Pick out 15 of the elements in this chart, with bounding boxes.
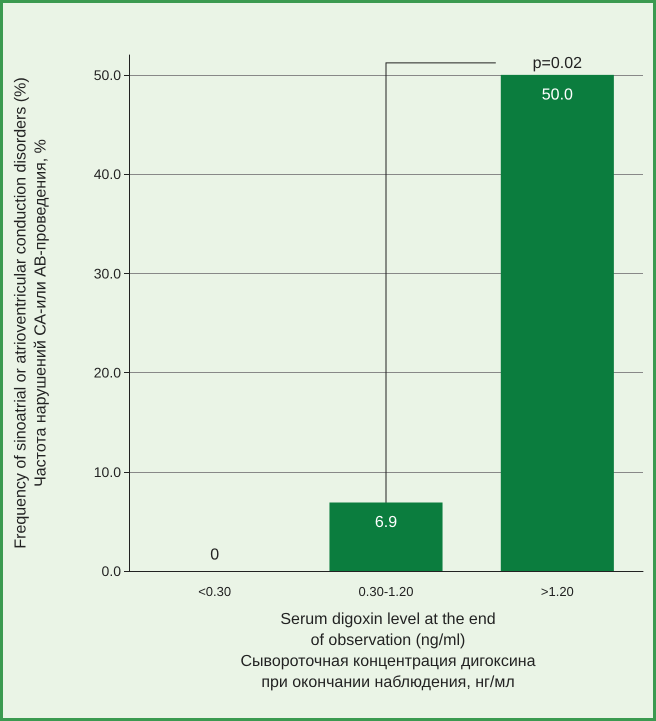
data-label: 0 [210,546,220,564]
y-tick-label: 20.0 [94,364,122,381]
annotation: p=0.02 [532,54,582,72]
y-axis-title: Frequency of sinoatrial or atrioventricular conduction disorders (%) Частота нарушений СА-или АВ-проведения, % [12,77,50,549]
y-tick-label: 50.0 [94,66,122,83]
y-tick-label: 10.0 [94,464,122,480]
data-label: 50.0 [542,86,574,104]
data-label: 6.9 [374,514,398,532]
y-tick-label: 30.0 [94,265,122,282]
x-tick-label: 0.30-1.20 [358,584,414,599]
x-tick-label: <0.30 [198,584,232,599]
x-axis-title: Serum digoxin level at the end of observation (ng/ml) Сывороточная концентрация дигоксина при окончании наблюдения, нг/мл [239,610,537,693]
x-tick-label: >1.20 [540,584,574,599]
y-tick-label: 0.0 [102,563,122,579]
y-tick-label: 40.0 [94,166,122,182]
